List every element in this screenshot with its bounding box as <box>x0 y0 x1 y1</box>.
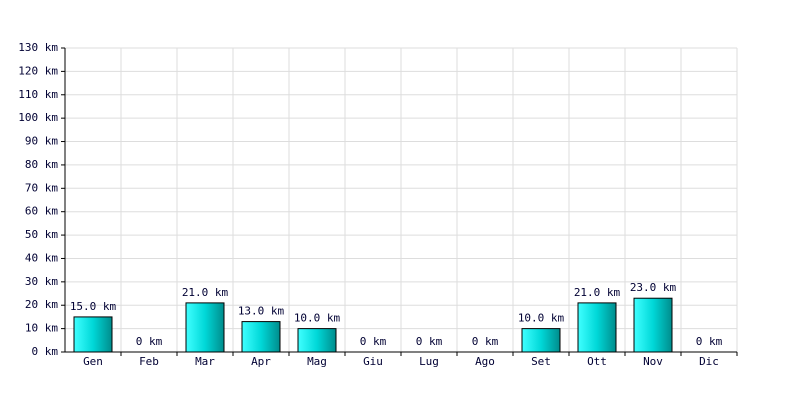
y-tick-label: 10 km <box>25 322 58 335</box>
data-label: 21.0 km <box>182 286 229 299</box>
bar <box>73 316 113 353</box>
data-label: 15.0 km <box>70 300 117 313</box>
y-tick-label: 90 km <box>25 135 58 148</box>
x-tick-label: Gen <box>83 355 103 368</box>
x-tick-label: Ott <box>587 355 607 368</box>
y-tick-label: 0 km <box>32 345 59 358</box>
y-tick-label: 80 km <box>25 158 58 171</box>
data-label: 0 km <box>416 335 443 348</box>
x-tick-label: Giu <box>363 355 383 368</box>
y-tick-label: 30 km <box>25 275 58 288</box>
data-label: 0 km <box>360 335 387 348</box>
y-tick-label: 100 km <box>18 111 58 124</box>
y-tick-label: 110 km <box>18 88 58 101</box>
data-label: 0 km <box>136 335 163 348</box>
data-label: 10.0 km <box>518 312 565 325</box>
data-label: 23.0 km <box>630 281 677 294</box>
data-label: 0 km <box>472 335 499 348</box>
x-tick-label: Ago <box>475 355 495 368</box>
x-tick-label: Lug <box>419 355 439 368</box>
x-tick-label: Dic <box>699 355 719 368</box>
y-tick-label: 130 km <box>18 41 58 54</box>
x-tick-label: Feb <box>139 355 159 368</box>
data-label: 10.0 km <box>294 312 341 325</box>
data-label: 13.0 km <box>238 305 285 318</box>
x-tick-label: Mar <box>195 355 215 368</box>
bar <box>633 297 673 353</box>
x-tick-label: Set <box>531 355 551 368</box>
x-tick-label: Apr <box>251 355 271 368</box>
x-tick-label: Nov <box>643 355 663 368</box>
y-tick-label: 40 km <box>25 251 58 264</box>
y-tick-label: 50 km <box>25 228 58 241</box>
bar <box>577 302 617 353</box>
bar <box>241 321 281 353</box>
bar <box>185 302 225 353</box>
bar <box>297 328 337 353</box>
y-tick-label: 120 km <box>18 64 58 77</box>
bar <box>521 328 561 353</box>
y-tick-label: 20 km <box>25 298 58 311</box>
x-tick-label: Mag <box>307 355 327 368</box>
y-tick-label: 70 km <box>25 181 58 194</box>
data-label: 0 km <box>696 335 723 348</box>
data-label: 21.0 km <box>574 286 621 299</box>
y-tick-label: 60 km <box>25 205 58 218</box>
